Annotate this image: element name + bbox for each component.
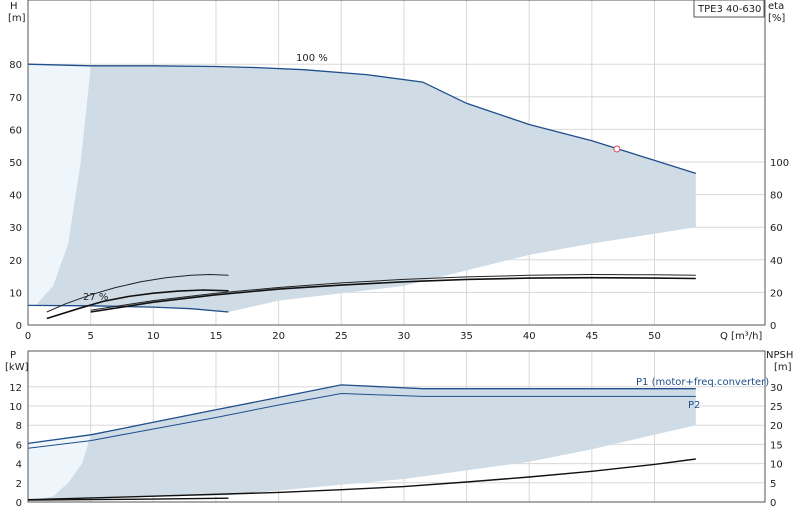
- y-left-tick-label-bottom: 12: [9, 383, 22, 394]
- curves: [27, 63, 696, 501]
- x-tick-label: 50: [648, 331, 661, 342]
- y-right-tick-label-top: 100: [770, 158, 789, 169]
- y-right-unit-bottom: [m]: [774, 362, 792, 373]
- pump-label-box: [693, 0, 765, 18]
- y-left-tick-label-bottom: 4: [16, 460, 22, 471]
- y-left-title-bottom: P: [10, 350, 16, 361]
- head-curve-100: [27, 63, 696, 175]
- y-right-tick-label-bottom: 10: [770, 460, 783, 471]
- y-right-tick-label-top: 40: [770, 256, 783, 267]
- plot-frame-bottom: [27, 350, 766, 503]
- power-curve-p2: [27, 392, 696, 449]
- duty-point-marker[interactable]: [613, 145, 621, 153]
- y-left-tick-label-bottom: 10: [9, 402, 22, 413]
- y-left-tick-label-top: 80: [9, 60, 22, 71]
- power-curve-min: [27, 497, 229, 501]
- x-tick-label: 5: [87, 331, 93, 342]
- y-left-tick-label-bottom: 2: [16, 479, 22, 490]
- y-left-tick-label-top: 0: [16, 321, 22, 332]
- y-left-tick-label-top: 10: [9, 288, 22, 299]
- npsh-curve: [27, 458, 696, 501]
- annotation-speed-27: 27 %: [83, 292, 108, 303]
- y-right-tick-label-top: 20: [770, 288, 783, 299]
- operating-area-bottom-left: [28, 434, 91, 501]
- y-right-tick-label-bottom: 15: [770, 440, 783, 451]
- y-left-tick-label-top: 40: [9, 191, 22, 202]
- y-left-tick-label-top: 20: [9, 256, 22, 267]
- x-tick-label: 25: [335, 331, 348, 342]
- efficiency-curve-min-thin: [46, 273, 229, 313]
- operating-area-top-left: [28, 64, 91, 306]
- y-right-tick-label-top: 60: [770, 223, 783, 234]
- power-curve-p1: [27, 384, 696, 445]
- x-tick-label: 10: [147, 331, 160, 342]
- x-tick-label: 20: [272, 331, 285, 342]
- y-left-tick-label-bottom: 6: [16, 440, 22, 451]
- y-right-tick-label-top: 80: [770, 191, 783, 202]
- pump-label: TPE3 40-630: [697, 4, 761, 15]
- efficiency-curve-min: [46, 289, 229, 320]
- plot-frame-top: [27, 0, 766, 326]
- y-right-tick-label-bottom: 20: [770, 421, 783, 432]
- x-tick-label: 0: [25, 331, 31, 342]
- y-right-tick-label-bottom: 30: [770, 383, 783, 394]
- y-left-unit-top: [m]: [8, 13, 26, 24]
- y-left-tick-label-top: 60: [9, 125, 22, 136]
- y-right-tick-label-bottom: 5: [770, 479, 776, 490]
- y-left-tick-label-bottom: 0: [16, 498, 22, 509]
- x-tick-label: 15: [210, 331, 223, 342]
- y-left-tick-label-top: 70: [9, 93, 22, 104]
- y-right-tick-label-top: 0: [770, 321, 776, 332]
- series-label-p2: P2: [688, 400, 700, 411]
- operating-area-top: [28, 65, 696, 312]
- x-tick-label: 40: [523, 331, 536, 342]
- y-right-title-bottom: NPSH: [766, 350, 793, 361]
- y-left-unit-bottom: [kW]: [5, 362, 29, 373]
- efficiency-curve-max: [90, 276, 696, 313]
- y-left-tick-label-top: 50: [9, 158, 22, 169]
- x-axis-title: Q [m³/h]: [720, 331, 762, 342]
- x-tick-label: 30: [398, 331, 411, 342]
- x-tick-label: 45: [585, 331, 598, 342]
- y-left-tick-label-top: 30: [9, 223, 22, 234]
- efficiency-curve-max-thin: [90, 273, 696, 311]
- y-right-tick-label-bottom: 25: [770, 402, 783, 413]
- head-curve-min: [27, 304, 229, 313]
- y-right-unit-top: [%]: [768, 13, 785, 24]
- x-tick-label: 35: [460, 331, 473, 342]
- tick-labels: 0 5 10 15 20 25 30 35 40 45 5001020304050607080020…: [9, 60, 789, 509]
- annotation-speed-100: 100 %: [296, 53, 328, 64]
- y-right-tick-label-bottom: 0: [770, 498, 776, 509]
- y-right-title-top: eta: [768, 1, 784, 12]
- y-left-title-top: H: [10, 1, 18, 12]
- y-left-tick-label-bottom: 8: [16, 421, 22, 432]
- series-label-p1: P1 (motor+freq.converter): [636, 377, 769, 388]
